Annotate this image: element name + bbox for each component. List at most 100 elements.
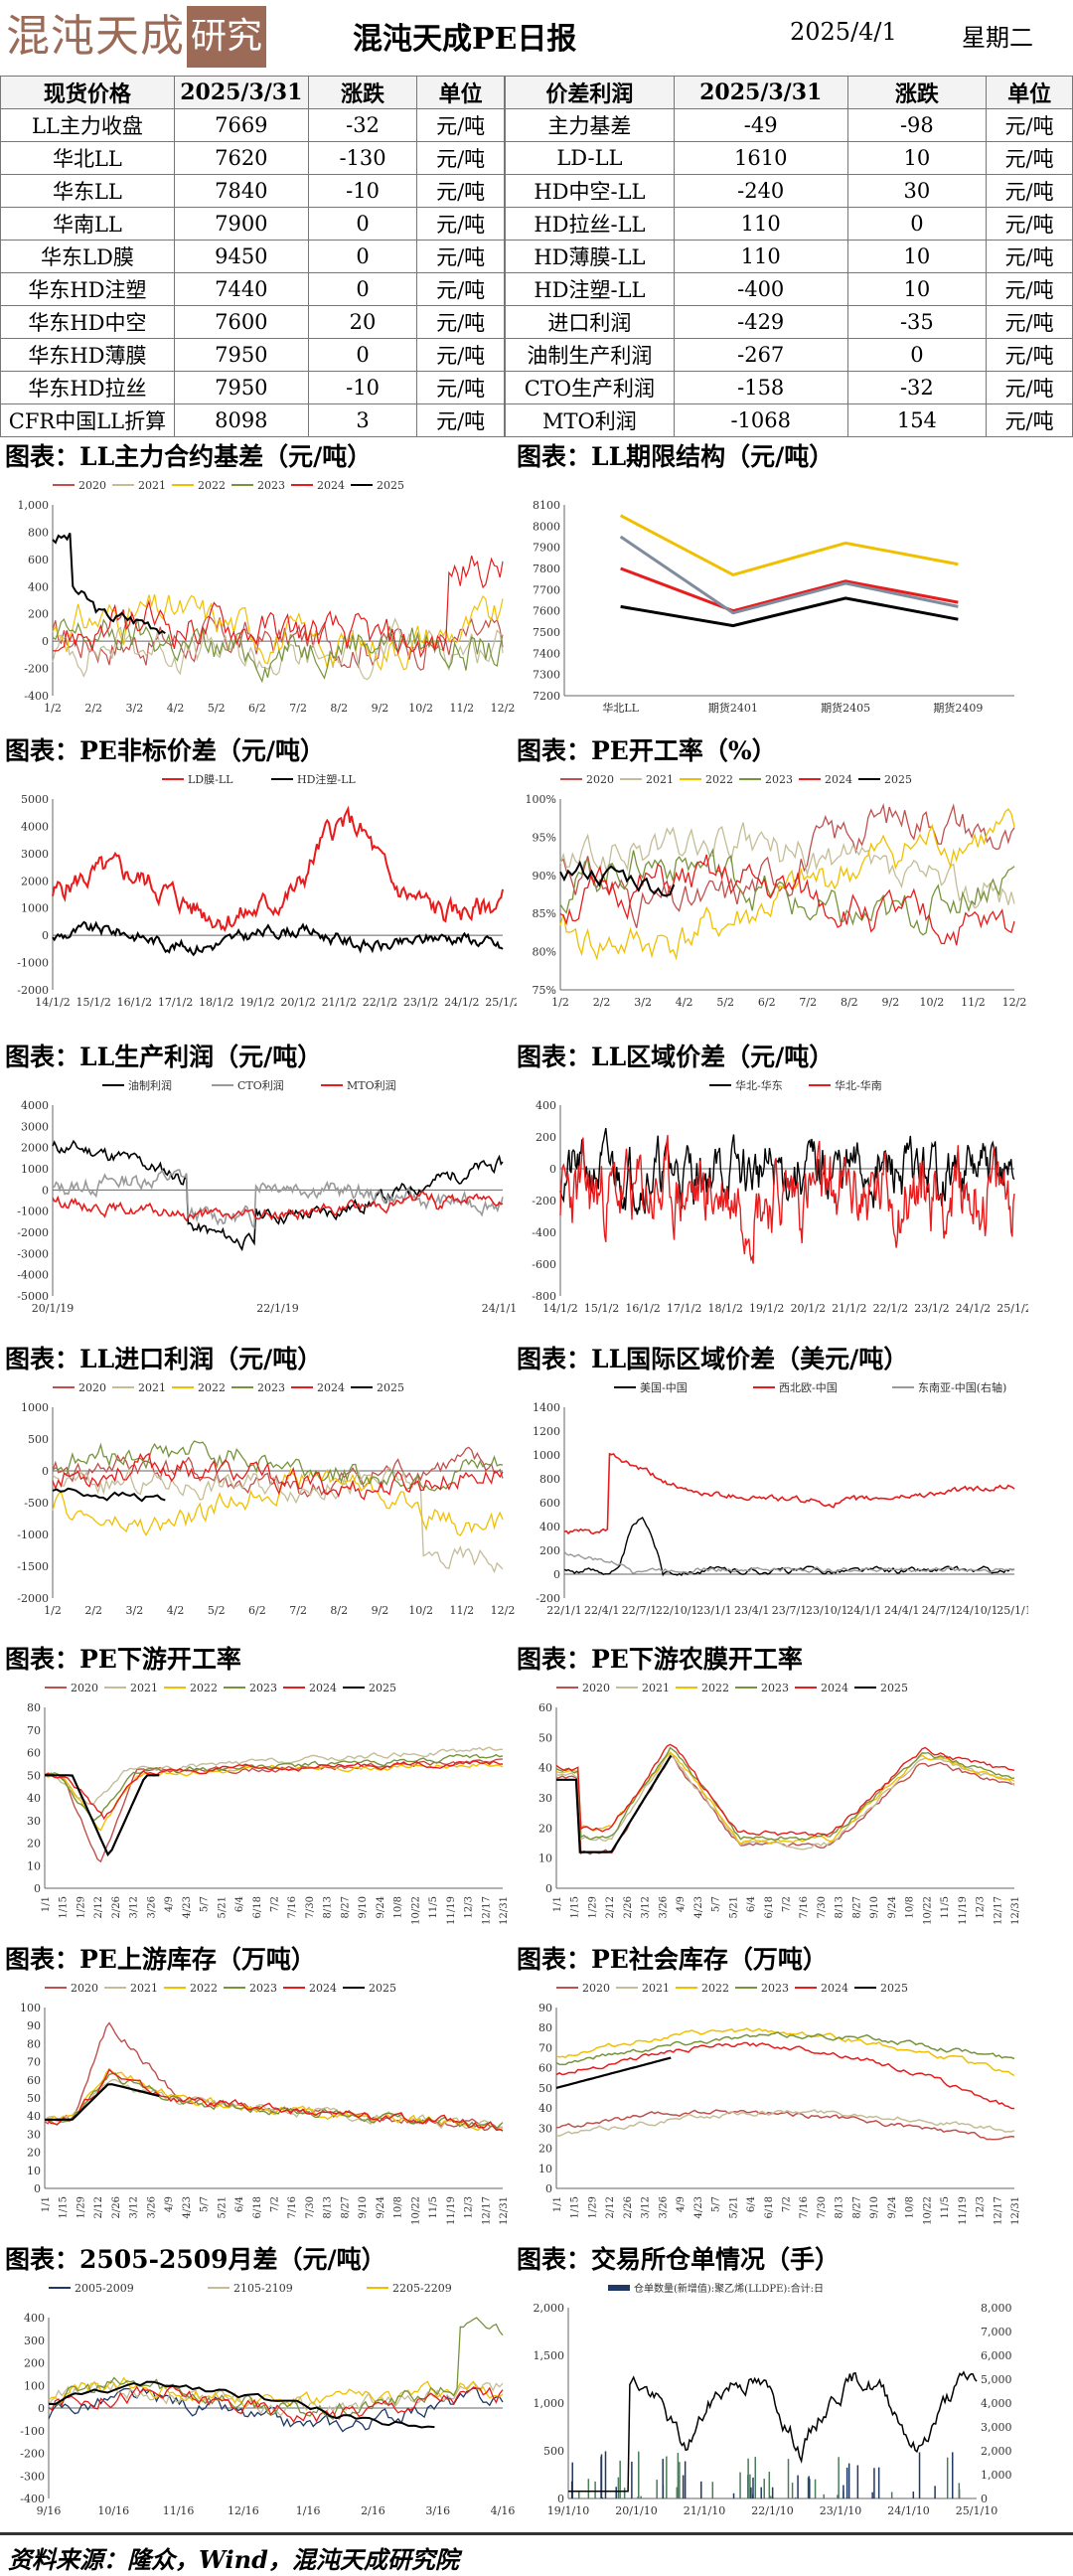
x-tick-label: 15/1/2 [76, 996, 110, 1009]
y-tick-label: 4000 [21, 820, 49, 833]
table-cell: -400 [673, 272, 848, 306]
x-tick-label: 19/1/2 [749, 1302, 784, 1315]
plot-area: 2005-20092105-21092205-22092305-23092405… [20, 2282, 515, 2517]
x-tick-label: 11/19 [446, 2196, 457, 2225]
table-cell: 华北LL [0, 141, 175, 175]
x-tick-label: 1/29 [76, 2196, 86, 2218]
x-tick-label: 1/2 [551, 996, 569, 1009]
series-line [45, 1774, 160, 1857]
x-tick-label: 11/5 [940, 1896, 951, 1918]
x-tick-label: 24/1/2 [956, 1302, 991, 1315]
x-tick-label: 4/23 [182, 1896, 193, 1918]
x-tick-label: 5/7 [711, 1896, 722, 1912]
x-tick-label: 7/2 [270, 2196, 281, 2212]
chart-svg: 2020 2021 2022 2023 2024 202560504030201001/1… [538, 1682, 1021, 1925]
series-line [555, 2041, 1014, 2110]
x-tick-label: 11/2 [449, 1604, 474, 1617]
table-row: 华北LL 7620 -130 元/吨 [0, 141, 505, 175]
legend-label: 2025 [377, 479, 404, 492]
y-tick-label: 7800 [533, 563, 560, 575]
x-tick-label: 16/1/2 [117, 996, 152, 1009]
table-cell: LD-LL [505, 141, 675, 175]
series-line [48, 2385, 504, 2424]
x-tick-label: 2/12 [605, 1896, 616, 1918]
x-tick-label: 22/10/1 [656, 1604, 697, 1617]
y-tick-label: -400 [20, 2493, 45, 2505]
chart-title: 图表：2505-2509月差（元/吨） [5, 2245, 386, 2274]
x-tick-label: 7/2 [799, 996, 817, 1009]
table-row: 华东HD拉丝 7950 -10 元/吨 [0, 371, 505, 404]
bar-mark [794, 2496, 797, 2498]
legend-label: 2022 [198, 1381, 226, 1394]
x-tick-label: 17/1/2 [667, 1302, 701, 1315]
y-tick-label: 500 [28, 1433, 49, 1446]
legend-label: 东南亚-中国(右轴) [918, 1380, 1006, 1394]
y-tick-label: 0 [34, 2182, 41, 2195]
x-tick-label: 24/1/1 [846, 1604, 881, 1617]
y2-tick-label: 4,000 [981, 2397, 1012, 2410]
spot-price-table: 现货价格 2025/3/31 涨跌 单位 LL主力收盘 7669 -32 元/吨 华北LL 762… [0, 76, 505, 437]
x-tick-label: 5/7 [200, 2196, 211, 2212]
x-tick-label: 16/1/2 [625, 1302, 660, 1315]
x-tick-label: 期货2409 [933, 701, 983, 715]
x-tick-label: 5/21 [217, 1896, 228, 1918]
x-tick-label: 2/12 [93, 1896, 104, 1918]
x-tick-label: 2/26 [111, 1896, 122, 1918]
table-header-cell: 涨跌 [307, 76, 418, 109]
table-row: 华东HD注塑 7440 0 元/吨 [0, 272, 505, 306]
table-cell: 9450 [173, 240, 309, 273]
x-tick-label: 8/2 [330, 1604, 348, 1617]
y-tick-label: -500 [24, 1497, 49, 1510]
chart-svg: LD膜-LL HD注塑-LL 5000 4000 3000 2000 1000 0 -1000 -… [17, 772, 517, 1009]
legend-label: 2023 [761, 1682, 789, 1694]
x-tick-label: 10/8 [905, 1896, 916, 1918]
series-line [52, 593, 504, 672]
series-line [44, 2078, 504, 2131]
series-line [52, 920, 504, 957]
x-tick-label: 8/13 [835, 2196, 845, 2218]
table-cell: -130 [307, 141, 418, 175]
y-tick-label: 1200 [533, 1425, 560, 1438]
y-tick-label: 100% [526, 793, 556, 806]
table-cell: 元/吨 [416, 141, 505, 175]
x-tick-label: 12/3 [976, 2196, 987, 2218]
chart-title: 图表：PE上游库存（万吨） [5, 1945, 316, 1974]
series-line [44, 1746, 503, 1805]
y-tick-label: 50 [538, 1731, 552, 1744]
table-row: HD拉丝-LL 110 0 元/吨 [505, 207, 1073, 241]
series-line [44, 2067, 504, 2132]
x-tick-label: 11/5 [428, 1896, 439, 1918]
bar-mark [732, 2493, 735, 2498]
x-tick-label: 25/1/1 [996, 1604, 1028, 1617]
chart-panel: 图表：PE开工率（%） 2020 2021 2022 2023 2024 2025 100% 9… [517, 729, 1028, 1024]
bar-mark [808, 2476, 810, 2498]
series-line [555, 2027, 1015, 2077]
legend-label: 油制利润 [128, 1078, 172, 1092]
y-tick-label: 7700 [533, 583, 560, 596]
bar-mark [684, 2461, 687, 2498]
bar-mark [677, 2453, 680, 2498]
y-tick-label: 90% [533, 870, 556, 883]
y-tick-label: -200 [20, 2448, 45, 2461]
legend-label: 2024 [317, 479, 345, 492]
table-cell: 10 [846, 141, 988, 175]
legend-label: 2025 [377, 1381, 404, 1394]
x-tick-label: 20/1/19 [32, 1302, 74, 1315]
y-tick-label: 800 [539, 1473, 560, 1486]
y-tick-label: -1000 [17, 1529, 49, 1541]
series-line [52, 1440, 504, 1492]
y-tick-label: 80 [27, 1701, 41, 1714]
chart-svg: 2020 2021 2022 2023 2024 2025 1,000 800 600 400 20… [18, 479, 516, 715]
chart-title: 图表：交易所仓单情况（手） [517, 2245, 841, 2274]
legend-label: 2020 [582, 1982, 610, 1995]
y-tick-label: 7400 [533, 647, 560, 660]
y-tick-label: 0 [553, 1568, 560, 1581]
table-cell: -98 [846, 108, 988, 142]
table-cell: 3 [307, 403, 418, 437]
y-tick-label: -300 [20, 2470, 45, 2483]
series-line [52, 1452, 504, 1501]
table-row: 华南LL 7900 0 元/吨 [0, 207, 505, 241]
table-cell: 元/吨 [416, 403, 505, 437]
data-source-note: 资料来源：隆众，Wind，混沌天成研究院 [8, 2545, 459, 2574]
x-tick-label: 11/2 [961, 996, 986, 1009]
